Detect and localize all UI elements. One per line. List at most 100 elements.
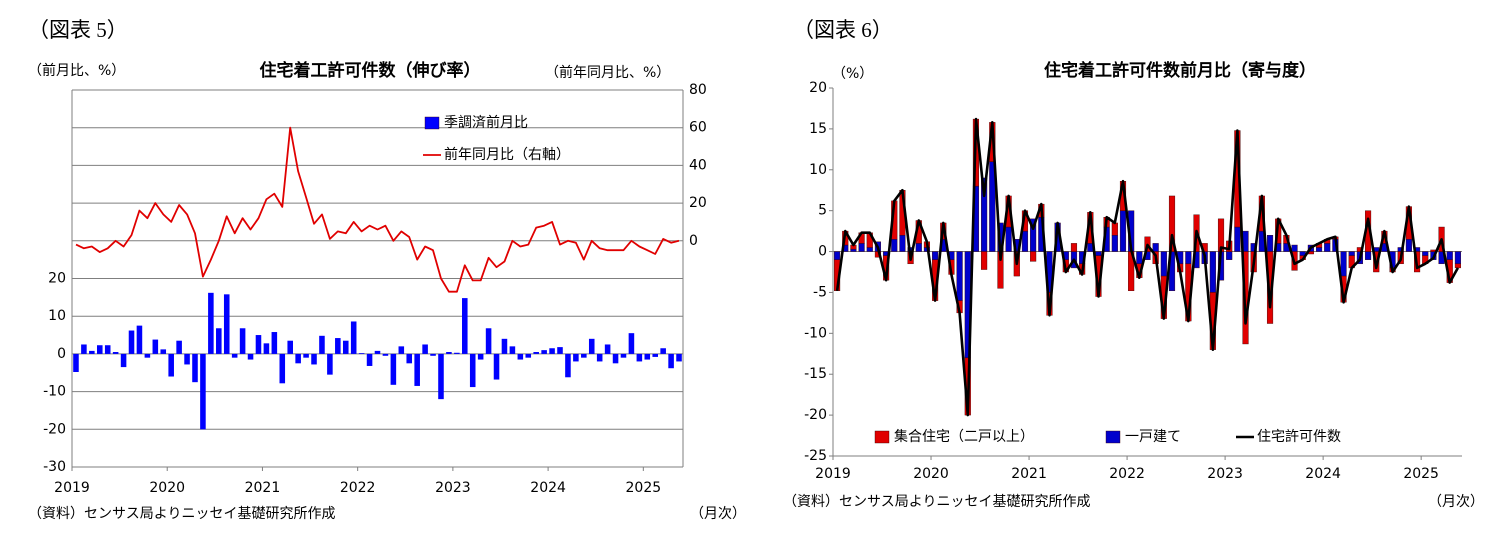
- bar: [176, 340, 182, 354]
- bar-segment: [915, 243, 922, 252]
- bar: [596, 353, 603, 362]
- bar: [96, 345, 103, 354]
- legend-label: 集合住宅（二戸以上）: [894, 428, 1034, 445]
- x-unit: （月次）: [690, 506, 746, 522]
- bar-segment: [899, 234, 906, 252]
- bar: [422, 344, 428, 354]
- bar: [168, 353, 174, 377]
- bar: [588, 338, 595, 354]
- bar: [462, 298, 468, 354]
- bar: [279, 353, 286, 384]
- bar: [414, 353, 420, 386]
- x-tick-label: 2024: [530, 480, 566, 496]
- legend-swatch: [1105, 430, 1121, 444]
- x-tick-label: 2019: [54, 480, 90, 496]
- bar: [303, 353, 309, 358]
- x-tick-label: 2025: [1403, 466, 1439, 482]
- bar: [652, 353, 659, 357]
- legend-swatch: [874, 430, 890, 444]
- bar: [485, 328, 492, 354]
- bar-segment: [1315, 247, 1323, 252]
- bar: [366, 353, 373, 366]
- y-tick-label: -30: [43, 459, 66, 475]
- bar-segment: [1095, 251, 1102, 256]
- bar: [620, 353, 627, 358]
- bar-segment: [1226, 251, 1233, 260]
- chart-title: 住宅着工許可件数（伸び率）: [260, 60, 481, 81]
- y-tick-label: 20: [48, 271, 66, 287]
- bar: [255, 335, 262, 354]
- legend-label: 住宅許可件数: [1257, 429, 1341, 445]
- bar: [319, 335, 325, 354]
- x-tick-label: 2023: [1207, 466, 1243, 482]
- bar-segment: [1070, 243, 1078, 252]
- bar: [128, 330, 135, 354]
- bar-segment: [1030, 251, 1037, 262]
- y-tick-label: 15: [809, 121, 827, 137]
- bar: [358, 353, 365, 354]
- x-tick-label: 2024: [1305, 466, 1341, 482]
- line: [75, 126, 680, 293]
- bar-segment: [866, 247, 873, 252]
- bar-segment: [1111, 234, 1118, 252]
- bar: [192, 353, 198, 383]
- bar: [382, 353, 389, 356]
- bar: [223, 294, 230, 354]
- legend-swatch: [424, 116, 440, 130]
- bar: [120, 353, 127, 368]
- bar: [438, 353, 444, 400]
- bar-segment: [850, 248, 857, 252]
- bar: [454, 352, 460, 354]
- line: [835, 117, 1460, 417]
- x-tick-label: 2021: [245, 480, 281, 496]
- bar: [628, 333, 635, 354]
- bar: [517, 353, 524, 360]
- bar-segment: [1209, 251, 1216, 293]
- bar: [327, 353, 333, 375]
- x-tick-label: 2022: [1109, 466, 1145, 482]
- bar: [152, 339, 159, 354]
- bar: [604, 344, 611, 354]
- x-tick-label: 2022: [340, 480, 376, 496]
- bar-segment: [1234, 226, 1241, 252]
- bar-segment: [1348, 251, 1355, 256]
- figure-label: （図表 6）: [793, 18, 893, 42]
- y-tick-label: 0: [818, 244, 827, 260]
- bar: [398, 346, 405, 354]
- y2-tick-label: 60: [689, 120, 707, 136]
- bar-segment: [1185, 251, 1192, 265]
- bar: [263, 343, 270, 354]
- y-tick-label: 10: [48, 308, 66, 324]
- bar: [295, 353, 301, 364]
- source: （資料）センサス局よりニッセイ基礎研究所作成: [28, 505, 335, 522]
- bar: [573, 353, 579, 362]
- bar-segment: [1136, 251, 1143, 265]
- x-tick-label: 2021: [1011, 466, 1047, 482]
- bar-segment: [1168, 195, 1176, 252]
- y-axis-label: （前月比、%）: [28, 62, 125, 79]
- legend-label: 一戸建て: [1125, 429, 1181, 445]
- bar: [136, 325, 143, 354]
- bar: [374, 350, 381, 354]
- source: （資料）センサス局よりニッセイ基礎研究所作成: [783, 493, 1090, 510]
- bar-segment: [981, 251, 988, 270]
- bar-segment: [1021, 230, 1029, 252]
- bar: [581, 353, 587, 358]
- bar: [89, 350, 95, 354]
- y2-tick-label: 20: [689, 195, 707, 211]
- y-tick-label: 20: [809, 80, 827, 96]
- y2-tick-label: 80: [689, 82, 707, 98]
- bar: [184, 353, 190, 365]
- bar: [533, 352, 539, 354]
- bar: [430, 353, 436, 356]
- y-tick-label: -5: [813, 284, 827, 300]
- bar-segment: [1454, 251, 1461, 265]
- bar: [160, 349, 167, 354]
- bar: [644, 353, 651, 360]
- bar-segment: [1005, 226, 1012, 252]
- figure-label: （図表 5）: [28, 18, 128, 42]
- bar-segment: [1111, 222, 1118, 236]
- y-tick-label: 10: [809, 162, 827, 178]
